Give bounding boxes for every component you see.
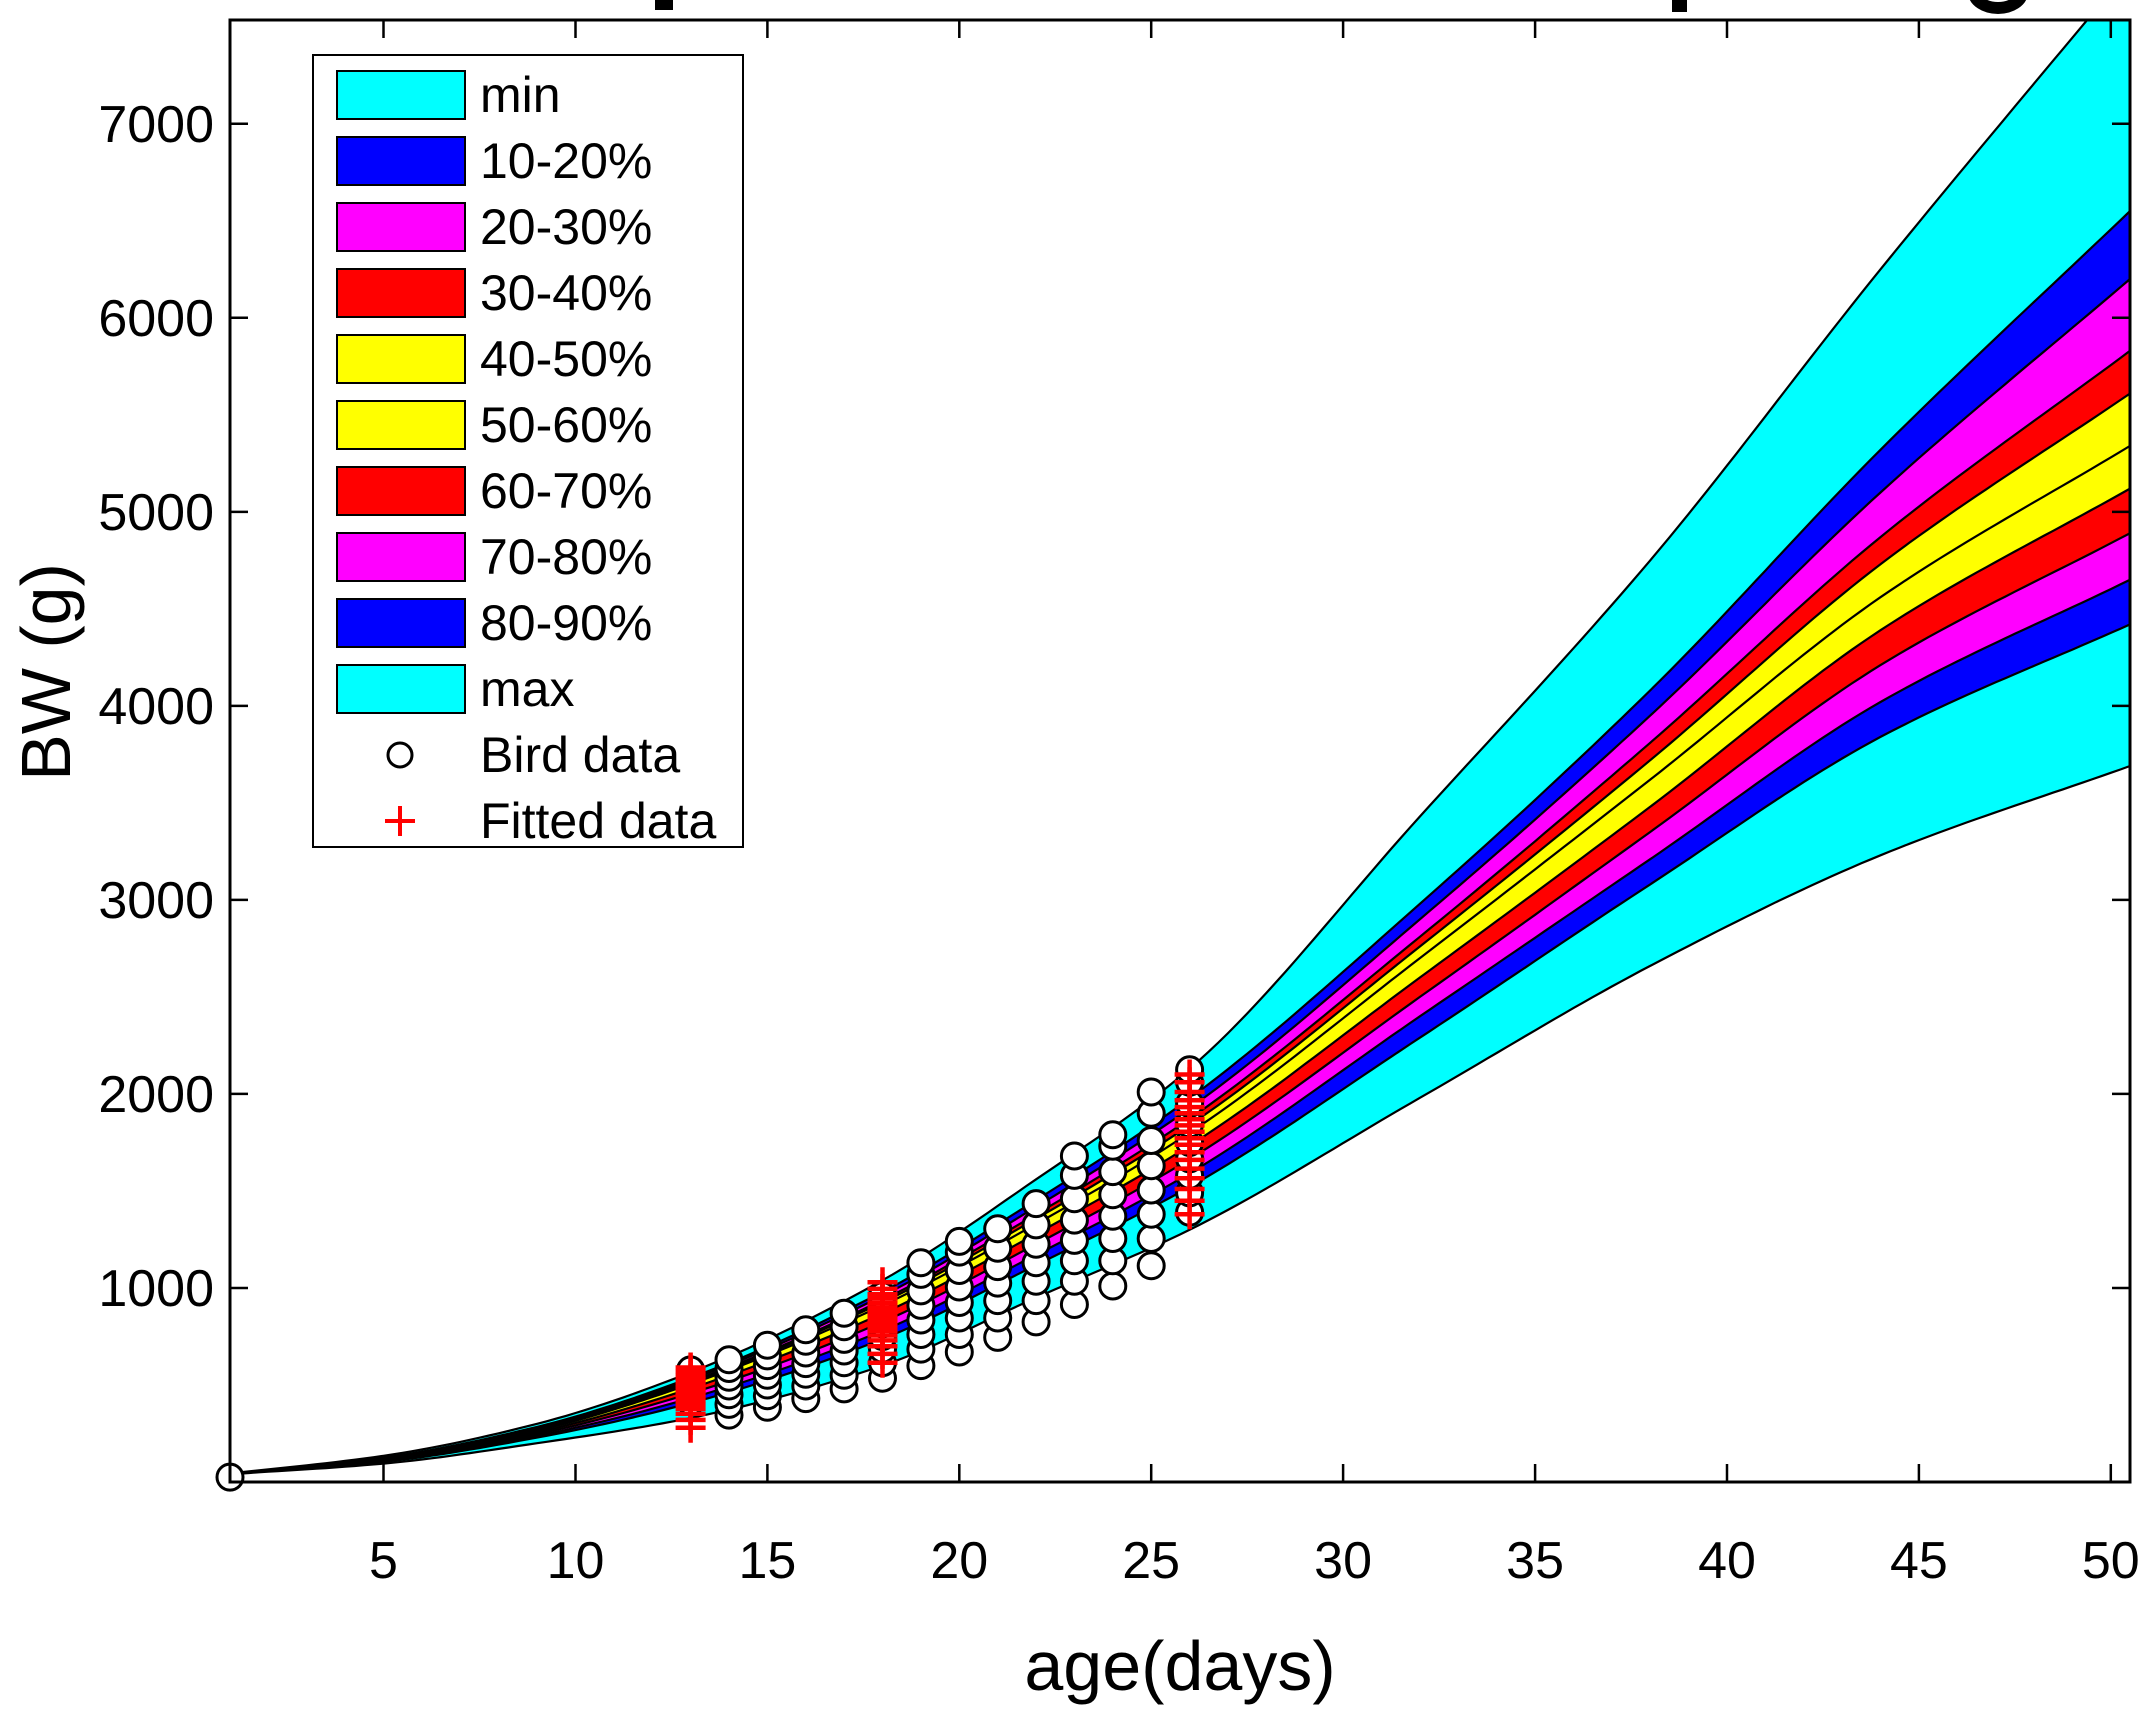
axes: 5 10 15 20 25 30 35 40 45 50 1000 2000 3000 4000 5000 6… bbox=[98, 18, 2140, 1590]
legend-swatch bbox=[336, 268, 466, 318]
bird-data-marker bbox=[1136, 1175, 1166, 1205]
legend-box bbox=[312, 54, 744, 848]
bird-data-marker bbox=[791, 1315, 821, 1345]
bird-data-marker bbox=[1136, 1077, 1166, 1107]
bird-data-marker bbox=[1136, 1199, 1166, 1229]
x-axis-title: age(days) bbox=[1024, 1627, 1335, 1705]
fitted-data-marker bbox=[675, 1352, 706, 1383]
legend-swatch bbox=[336, 334, 466, 384]
legend-item-label: min bbox=[480, 67, 561, 123]
bird-data-marker bbox=[1136, 1224, 1166, 1253]
bird-data-marker bbox=[1059, 1141, 1089, 1171]
legend-item-20-30-: 20-30% bbox=[336, 199, 652, 255]
bird-data-marker bbox=[1136, 1151, 1166, 1181]
y-tick-label: 7000 bbox=[98, 96, 214, 154]
legend-item-label: 10-20% bbox=[480, 133, 652, 189]
legend-item-10-20-: 10-20% bbox=[336, 133, 652, 189]
legend-item-label: Fitted data bbox=[480, 793, 716, 849]
legend-item-80-90-: 80-90% bbox=[336, 595, 652, 651]
y-axis-title: BW (g) bbox=[7, 563, 85, 781]
x-tick-label: 15 bbox=[738, 1532, 796, 1590]
band-min-p10 bbox=[230, 624, 2130, 1475]
legend-item-fitted-data: Fitted data bbox=[385, 793, 716, 849]
x-tick-label: 45 bbox=[1890, 1532, 1948, 1590]
legend-item-label: 20-30% bbox=[480, 199, 652, 255]
bird-data-marker bbox=[1098, 1120, 1128, 1150]
fitted-data-marker bbox=[1174, 1059, 1205, 1090]
y-tick-label: 4000 bbox=[98, 678, 214, 736]
bird-data-marker bbox=[752, 1330, 782, 1360]
legend-item-label: 80-90% bbox=[480, 595, 652, 651]
bird-data-marker bbox=[1021, 1189, 1051, 1219]
x-tick-label: 20 bbox=[930, 1532, 988, 1590]
x-tick-label: 5 bbox=[369, 1532, 398, 1590]
title-fragment-bar bbox=[1672, 0, 1687, 12]
legend-item-label: 50-60% bbox=[480, 397, 652, 453]
legend-item-70-80-: 70-80% bbox=[336, 529, 652, 585]
legend-item-60-70-: 60-70% bbox=[336, 463, 652, 519]
x-tick-label: 30 bbox=[1314, 1532, 1372, 1590]
fitted-data-points bbox=[675, 1059, 1205, 1443]
legend-item-label: max bbox=[480, 661, 574, 717]
bird-data-marker bbox=[1136, 1251, 1166, 1281]
legend-item-max: max bbox=[336, 661, 574, 717]
y-tick-label: 5000 bbox=[98, 484, 214, 542]
bird-data-marker bbox=[1098, 1271, 1128, 1301]
title-fragment-bar bbox=[655, 0, 673, 10]
y-tick-label: 1000 bbox=[98, 1260, 214, 1318]
legend-swatch bbox=[336, 532, 466, 582]
legend-item-label: Bird data bbox=[480, 727, 680, 783]
legend-swatch bbox=[336, 466, 466, 516]
bird-data-marker bbox=[906, 1248, 936, 1278]
legend-plus-marker bbox=[385, 806, 415, 836]
bird-data-marker bbox=[1136, 1126, 1166, 1155]
x-tick-label: 10 bbox=[547, 1532, 605, 1590]
legend-swatch bbox=[336, 136, 466, 186]
bird-data-marker bbox=[1098, 1157, 1128, 1187]
legend: min 10-20% 20-30% 30-40% 40-50% 50-60% 60-70% 7… bbox=[312, 54, 744, 849]
legend-circle-marker bbox=[386, 741, 414, 769]
legend-item-30-40-: 30-40% bbox=[336, 265, 652, 321]
title-fragment-arc bbox=[1970, 0, 2026, 14]
legend-item-label: 30-40% bbox=[480, 265, 652, 321]
legend-swatch bbox=[336, 664, 466, 714]
bird-data-marker bbox=[829, 1298, 859, 1328]
legend-item-label: 70-80% bbox=[480, 529, 652, 585]
generated-chart-content: 5 10 15 20 25 30 35 40 45 50 1000 2000 3000 4000 5000 6… bbox=[98, 0, 2140, 1590]
bird-data-marker bbox=[944, 1226, 974, 1256]
legend-item-bird-data: Bird data bbox=[386, 727, 680, 783]
bird-data-marker bbox=[983, 1214, 1013, 1244]
x-tick-label: 35 bbox=[1506, 1532, 1564, 1590]
x-tick-label: 40 bbox=[1698, 1532, 1756, 1590]
legend-item-min: min bbox=[336, 67, 561, 123]
y-tick-label: 2000 bbox=[98, 1066, 214, 1124]
legend-item-50-60-: 50-60% bbox=[336, 397, 652, 453]
legend-item-label: 40-50% bbox=[480, 331, 652, 387]
fitted-data-marker bbox=[867, 1267, 898, 1298]
x-tick-label: 25 bbox=[1122, 1532, 1180, 1590]
bird-data-marker bbox=[714, 1345, 744, 1375]
cropped-title-fragments bbox=[655, 0, 2026, 14]
legend-swatch bbox=[336, 598, 466, 648]
legend-item-label: 60-70% bbox=[480, 463, 652, 519]
y-tick-label: 6000 bbox=[98, 290, 214, 348]
legend-swatch bbox=[336, 400, 466, 450]
y-tick-label: 3000 bbox=[98, 872, 214, 930]
axes-box bbox=[228, 18, 2132, 1484]
legend-swatch bbox=[336, 70, 466, 120]
legend-item-40-50-: 40-50% bbox=[336, 331, 652, 387]
curve-min bbox=[230, 764, 2130, 1476]
legend-swatch bbox=[336, 202, 466, 252]
x-tick-label: 50 bbox=[2082, 1532, 2140, 1590]
